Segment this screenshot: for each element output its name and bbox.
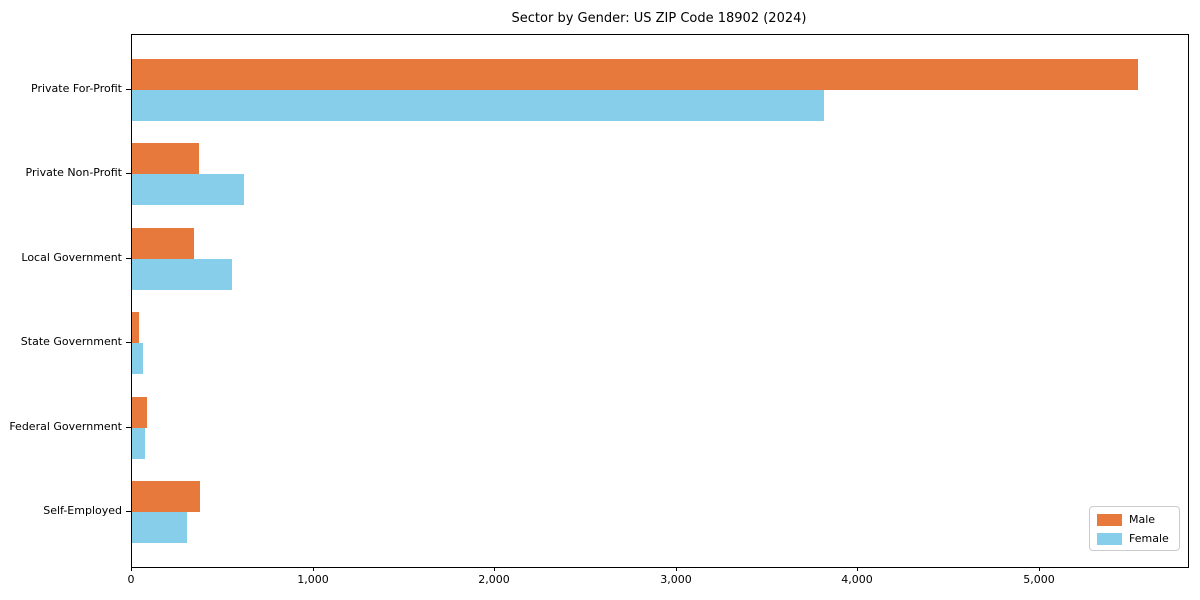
bar-female-private-non-profit	[132, 174, 244, 205]
bar-male-federal-government	[132, 397, 147, 428]
x-tick-mark	[857, 567, 858, 571]
bar-female-private-for-profit	[132, 90, 824, 121]
y-tick-label: Self-Employed	[43, 504, 122, 517]
x-tick-mark	[313, 567, 314, 571]
legend-item-male: Male	[1097, 513, 1171, 526]
y-tick-mark	[126, 89, 131, 90]
y-tick-mark	[126, 342, 131, 343]
female-series-swatch-icon	[1097, 532, 1122, 545]
x-tick-label: 0	[127, 573, 135, 586]
x-tick-label: 1,000	[297, 573, 329, 586]
bar-female-federal-government	[132, 428, 145, 459]
x-tick-mark	[1039, 567, 1040, 571]
bar-female-self-employed	[132, 512, 187, 543]
legend-label-male: Male	[1129, 513, 1156, 526]
male-series-swatch-icon	[1097, 513, 1122, 526]
y-tick-label: Local Government	[21, 251, 122, 264]
y-tick-mark	[126, 511, 131, 512]
legend-item-female: Female	[1097, 532, 1171, 545]
x-tick-mark	[676, 567, 677, 571]
x-tick-mark	[131, 567, 132, 571]
y-tick-label: Federal Government	[9, 420, 122, 433]
x-tick-label: 2,000	[478, 573, 510, 586]
bar-male-self-employed	[132, 481, 200, 512]
plot-area	[131, 34, 1189, 568]
x-tick-label: 3,000	[660, 573, 692, 586]
x-tick-mark	[494, 567, 495, 571]
bar-male-private-non-profit	[132, 143, 199, 174]
y-tick-label: Private For-Profit	[31, 82, 122, 95]
legend: Male Female	[1089, 506, 1180, 551]
x-tick-label: 4,000	[841, 573, 873, 586]
y-tick-label: State Government	[20, 335, 122, 348]
chart-title: Sector by Gender: US ZIP Code 18902 (202…	[511, 11, 807, 26]
bar-male-local-government	[132, 228, 194, 259]
legend-label-female: Female	[1129, 532, 1169, 545]
bar-female-local-government	[132, 259, 232, 290]
y-tick-mark	[126, 258, 131, 259]
bar-male-state-government	[132, 312, 139, 343]
bar-female-state-government	[132, 343, 143, 374]
y-tick-mark	[126, 173, 131, 174]
y-tick-mark	[126, 427, 131, 428]
bar-male-private-for-profit	[132, 59, 1138, 90]
x-tick-label: 5,000	[1023, 573, 1055, 586]
y-tick-label: Private Non-Profit	[25, 166, 122, 179]
